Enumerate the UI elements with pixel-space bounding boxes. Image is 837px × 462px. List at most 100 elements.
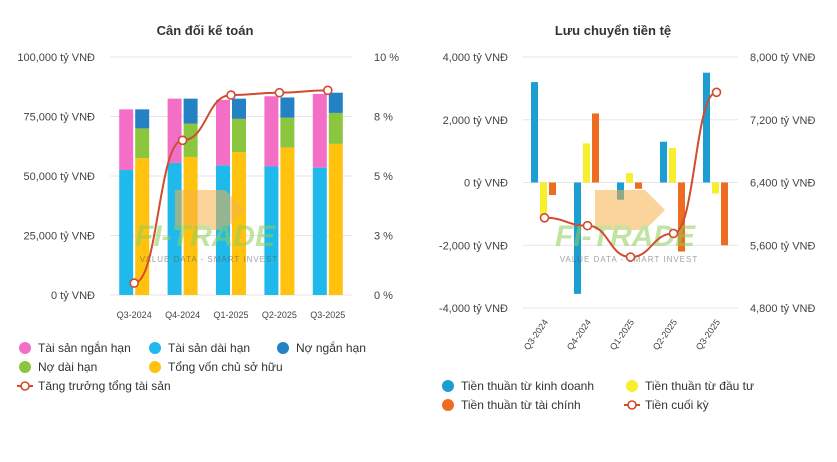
y-right-tick-label: 4,800 tỷ VNĐ <box>750 303 815 315</box>
bar-tài-sản-ngắn-hạn <box>264 96 279 167</box>
y-right-tick-label: 8,000 tỷ VNĐ <box>750 52 815 64</box>
legend-label: Tài sản dài hạn <box>168 341 250 355</box>
legend-label: Tổng vốn chủ sở hữu <box>168 360 283 374</box>
x-tick-label: Q2-2025 <box>262 310 297 320</box>
bar-tài-sản-ngắn-hạn <box>119 109 134 171</box>
x-tick-label: Q3-2024 <box>522 317 550 351</box>
bar-nợ-dài-hạn <box>232 118 246 153</box>
bar-tiền-thuần-từ-tài-chính <box>549 182 556 196</box>
legend-swatch <box>149 361 161 373</box>
y-right-tick-label: 5,600 tỷ VNĐ <box>750 240 815 252</box>
bar-tiền-thuần-từ-kinh-doanh <box>531 82 538 183</box>
chart-title: Lưu chuyển tiền tệ <box>555 23 671 38</box>
bar-tài-sản-dài-hạn <box>119 170 134 295</box>
bar-tiền-thuần-từ-tài-chính <box>678 182 685 252</box>
y-left-tick-label: 0 tỷ VNĐ <box>464 178 508 190</box>
ending-cash-point <box>582 220 593 231</box>
y-left-tick-label: 25,000 tỷ VNĐ <box>23 231 95 243</box>
growth-point <box>177 135 188 146</box>
y-left-tick-label: 50,000 tỷ VNĐ <box>23 171 95 183</box>
x-tick-label: Q1-2025 <box>608 317 636 351</box>
bar-tiền-thuần-từ-đầu-tư <box>712 182 719 194</box>
legend-swatch <box>442 380 454 392</box>
y-left-tick-label: -4,000 tỷ VNĐ <box>439 303 508 315</box>
ending-cash-point <box>539 212 550 223</box>
y-right-tick-label: 3 % <box>374 231 393 243</box>
balance-sheet-chart: Cân đối kế toán 100,000 tỷ VNĐ 75,000 tỷ V… <box>17 23 399 393</box>
legend-swatch <box>626 380 638 392</box>
bar-tiền-thuần-từ-đầu-tư <box>540 182 547 219</box>
bar-tổng-vốn-chủ-sở-hữu <box>232 152 246 295</box>
y-right-tick-label: 7,200 tỷ VNĐ <box>750 115 815 127</box>
legend-swatch <box>277 342 289 354</box>
bar-tài-sản-ngắn-hạn <box>167 98 182 163</box>
legend-label: Nợ ngắn hạn <box>296 340 366 355</box>
x-tick-label: Q4-2024 <box>565 317 593 351</box>
bar-tổng-vốn-chủ-sở-hữu <box>328 143 343 295</box>
x-tick-label: Q4-2024 <box>165 310 200 320</box>
bar-tiền-thuần-từ-đầu-tư <box>583 143 590 183</box>
ending-cash-point <box>711 87 722 98</box>
bar-tài-sản-dài-hạn <box>312 167 327 295</box>
watermark-arrow-shape <box>595 190 665 230</box>
growth-line <box>133 89 328 285</box>
bar-tiền-thuần-từ-tài-chính <box>721 182 728 246</box>
y-left-tick-label: -2,000 tỷ VNĐ <box>439 240 508 252</box>
y-left-tick-label: 2,000 tỷ VNĐ <box>443 115 508 127</box>
legend-swatch <box>19 342 31 354</box>
y-right-tick-label: 5 % <box>374 171 393 183</box>
y-left-tick-label: 4,000 tỷ VNĐ <box>443 52 508 64</box>
x-tick-label: Q3-2025 <box>694 317 722 351</box>
bar-nợ-ngắn-hạn <box>328 92 343 113</box>
watermark-tagline: VALUE DATA - SMART INVEST <box>140 255 279 264</box>
bar-nợ-dài-hạn <box>183 123 198 157</box>
bar-tiền-thuần-từ-kinh-doanh <box>574 182 581 294</box>
legend-swatch <box>442 399 454 411</box>
watermark-logo: FI-TRADE VALUE DATA - SMART INVEST <box>135 190 279 264</box>
growth-point <box>322 85 333 96</box>
bar-tài-sản-ngắn-hạn <box>216 99 230 166</box>
bar-tổng-vốn-chủ-sở-hữu <box>280 147 295 295</box>
ending-cash-line <box>544 91 717 259</box>
legend-label: Tiền cuối kỳ <box>645 398 709 412</box>
legend-swatch-marker <box>627 400 637 410</box>
bar-tiền-thuần-từ-đầu-tư <box>626 173 633 183</box>
chart-title: Cân đối kế toán <box>157 23 254 38</box>
legend-label: Tiền thuần từ kinh doanh <box>461 379 594 393</box>
legend-swatch-marker <box>20 381 30 391</box>
y-right-tick-label: 8 % <box>374 112 393 124</box>
bar-nợ-dài-hạn <box>280 117 295 148</box>
x-tick-label: Q2-2025 <box>651 317 679 351</box>
bar-tiền-thuần-từ-tài-chính <box>635 182 642 189</box>
legend-label: Nợ dài hạn <box>38 360 97 374</box>
y-left-tick-label: 0 tỷ VNĐ <box>51 290 95 302</box>
y-left-tick-label: 75,000 tỷ VNĐ <box>23 112 95 124</box>
legend-swatch <box>19 361 31 373</box>
cash-flow-chart: Lưu chuyển tiền tệ 4,000 tỷ VNĐ 2,000 tỷ V… <box>439 23 816 412</box>
ending-cash-point <box>625 252 636 262</box>
legend-label: Tiền thuần từ tài chính <box>461 398 581 412</box>
bar-tổng-vốn-chủ-sở-hữu <box>135 158 150 295</box>
bar-tài-sản-dài-hạn <box>264 166 279 295</box>
bar-nợ-ngắn-hạn <box>135 109 150 129</box>
y-right-tick-label: 10 % <box>374 52 399 64</box>
y-right-tick-label: 6,400 tỷ VNĐ <box>750 178 815 190</box>
bar-nợ-ngắn-hạn <box>183 98 198 124</box>
bar-nợ-ngắn-hạn <box>232 98 246 119</box>
growth-point <box>226 90 236 100</box>
legend-label: Tăng trưởng tổng tài sản <box>38 379 171 393</box>
y-right-tick-label: 0 % <box>374 290 393 302</box>
bar-tiền-thuần-từ-kinh-doanh <box>660 141 667 183</box>
legend-label: Tài sản ngắn hạn <box>38 340 131 355</box>
growth-point <box>274 87 285 98</box>
bar-tiền-thuần-từ-đầu-tư <box>669 147 676 183</box>
x-tick-label: Q3-2025 <box>310 310 345 320</box>
x-tick-label: Q1-2025 <box>213 310 248 320</box>
y-left-tick-label: 100,000 tỷ VNĐ <box>17 52 95 64</box>
bar-tài-sản-ngắn-hạn <box>312 93 327 168</box>
bar-nợ-dài-hạn <box>135 128 150 159</box>
bar-tiền-thuần-từ-kinh-doanh <box>703 72 710 183</box>
ending-cash-point <box>668 228 679 239</box>
bar-nợ-dài-hạn <box>328 112 343 144</box>
